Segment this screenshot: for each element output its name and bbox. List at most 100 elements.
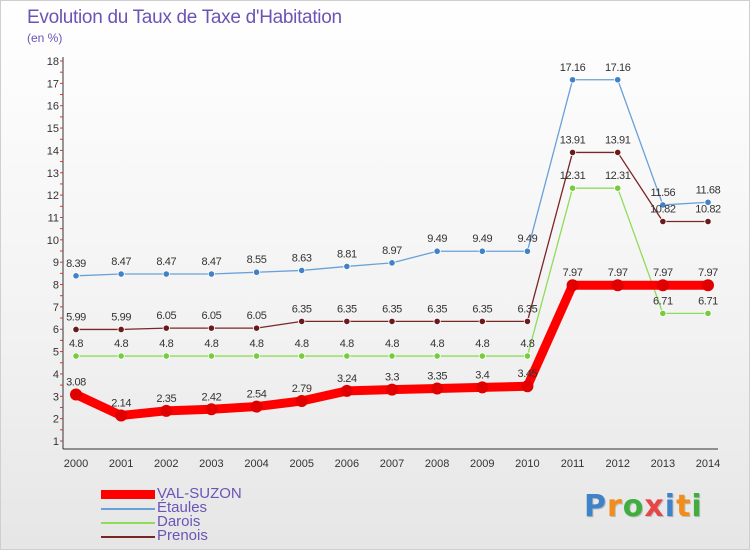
data-point-prenois <box>162 324 170 332</box>
data-point-val-suzon <box>566 279 579 292</box>
data-point-darois <box>252 352 261 360</box>
data-label-darois: 4.8 <box>340 338 354 350</box>
x-tick-label: 2013 <box>651 458 675 470</box>
data-point-darois <box>614 184 622 192</box>
legend-swatch-prenois <box>101 536 155 538</box>
legend-swatch-darois <box>101 522 155 524</box>
data-label-taules: 8.47 <box>156 256 176 268</box>
data-label-prenois: 13.91 <box>605 134 631 146</box>
legend-label-prenois: Prenois <box>157 527 208 544</box>
logo-letter: t <box>676 489 692 524</box>
data-point-taules <box>72 272 80 280</box>
logo-letter: o <box>622 489 645 524</box>
y-tick-label: 5 <box>53 347 59 359</box>
x-tick-label: 2005 <box>289 458 313 470</box>
data-point-darois <box>343 352 351 360</box>
x-tick-label: 2004 <box>244 458 268 470</box>
data-point-prenois <box>614 148 622 157</box>
data-point-prenois <box>343 317 351 326</box>
data-point-darois <box>117 352 125 360</box>
data-point-val-suzon <box>431 382 444 395</box>
proxiti-logo: Proxiti <box>584 489 703 524</box>
data-label-darois: 4.8 <box>520 338 534 350</box>
data-label-val-suzon: 3.3 <box>385 372 399 384</box>
x-tick-label: 2012 <box>605 458 629 470</box>
data-point-taules <box>207 270 216 278</box>
data-point-prenois <box>568 148 577 157</box>
data-point-val-suzon <box>611 279 624 292</box>
legend-swatch-etaules <box>101 508 155 510</box>
x-tick-label: 2003 <box>199 458 223 470</box>
data-label-prenois: 6.35 <box>337 303 357 315</box>
data-label-darois: 4.8 <box>204 338 218 350</box>
data-label-taules: 8.63 <box>292 252 312 264</box>
legend-swatch-val-suzon <box>101 490 155 499</box>
y-tick-label: 14 <box>47 145 59 157</box>
data-point-taules <box>343 262 351 271</box>
data-point-prenois <box>72 325 80 334</box>
y-tick-label: 1 <box>53 436 59 448</box>
logo-letter: x <box>644 489 665 524</box>
data-point-prenois <box>523 317 532 326</box>
data-point-taules <box>523 247 532 255</box>
data-point-taules <box>162 270 170 278</box>
data-label-taules: 17.16 <box>560 62 586 74</box>
y-tick-label: 18 <box>47 56 59 68</box>
data-point-taules <box>117 270 125 278</box>
data-point-darois <box>72 352 80 360</box>
data-point-taules <box>568 76 577 84</box>
data-point-val-suzon <box>70 388 82 401</box>
data-point-val-suzon <box>521 380 534 393</box>
data-label-darois: 4.8 <box>114 338 128 350</box>
data-point-taules <box>388 259 396 267</box>
y-tick-label: 13 <box>47 168 59 180</box>
chart-unit: (en %) <box>27 31 63 45</box>
data-point-val-suzon <box>295 394 308 407</box>
data-label-val-suzon: 3.08 <box>66 377 86 389</box>
data-label-val-suzon: 3.45 <box>518 368 538 380</box>
data-point-darois <box>433 352 441 360</box>
x-tick-label: 2006 <box>335 458 359 470</box>
x-tick-label: 2014 <box>696 458 720 470</box>
x-tick-label: 2011 <box>561 458 585 470</box>
data-label-darois: 4.8 <box>295 338 309 350</box>
x-tick-label: 2002 <box>154 458 178 470</box>
data-label-val-suzon: 2.79 <box>292 383 312 395</box>
data-point-val-suzon <box>476 381 489 394</box>
data-point-darois <box>478 352 486 360</box>
y-tick-label: 8 <box>53 280 59 292</box>
x-tick-label: 2007 <box>380 458 404 470</box>
data-label-taules: 8.81 <box>337 248 357 260</box>
data-point-prenois <box>117 325 125 334</box>
logo-letter: r <box>607 489 623 524</box>
data-label-val-suzon: 2.35 <box>156 393 176 405</box>
data-label-darois: 6.71 <box>698 295 718 307</box>
y-tick-label: 11 <box>48 212 59 224</box>
logo-letter: P <box>584 489 607 524</box>
data-point-val-suzon <box>205 403 218 416</box>
data-point-prenois <box>207 324 216 332</box>
data-label-darois: 6.71 <box>653 295 673 307</box>
data-point-val-suzon <box>250 400 263 413</box>
data-point-prenois <box>704 217 712 226</box>
y-tick-label: 3 <box>53 391 59 403</box>
data-label-val-suzon: 3.24 <box>337 373 357 385</box>
data-label-taules: 8.39 <box>66 258 86 270</box>
data-point-darois <box>298 352 306 360</box>
x-tick-label: 2008 <box>425 458 449 470</box>
data-label-prenois: 6.35 <box>472 303 492 315</box>
data-point-val-suzon <box>340 384 353 397</box>
data-point-darois <box>207 352 216 360</box>
data-label-darois: 4.8 <box>475 338 489 350</box>
data-label-val-suzon: 2.14 <box>111 398 131 410</box>
data-point-darois <box>659 309 667 317</box>
data-label-taules: 8.47 <box>111 256 131 268</box>
data-point-taules <box>659 201 667 209</box>
data-label-prenois: 6.35 <box>518 303 538 315</box>
legend-label-val-suzon: VAL-SUZON <box>157 485 242 502</box>
x-tick-label: 2010 <box>515 458 539 470</box>
y-tick-label: 9 <box>53 257 59 269</box>
data-label-val-suzon: 3.4 <box>475 369 489 381</box>
data-point-prenois <box>433 317 441 326</box>
